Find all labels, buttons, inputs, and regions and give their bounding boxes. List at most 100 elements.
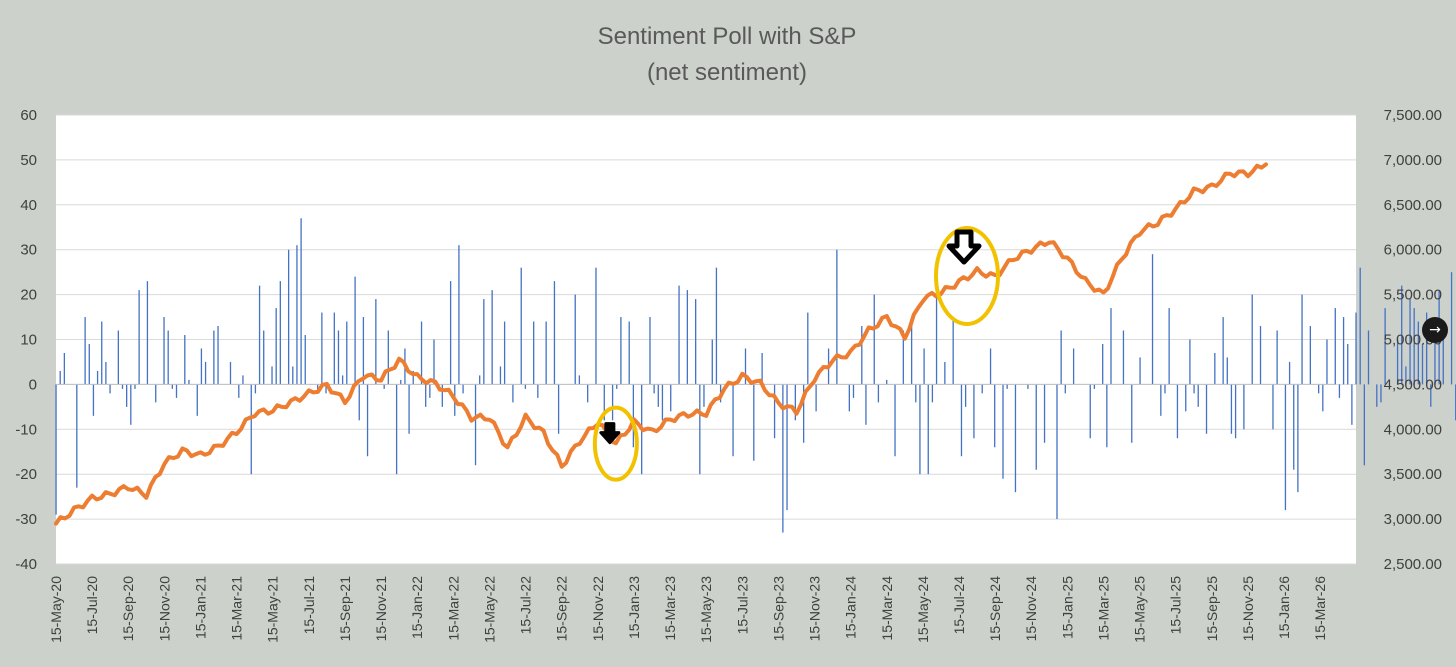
sentiment-bar <box>886 379 888 385</box>
sentiment-bar <box>204 361 207 385</box>
sentiment-bar <box>55 384 57 515</box>
sentiment-bar <box>296 245 298 385</box>
sentiment-bar <box>1089 384 1091 439</box>
sp500-line-group <box>54 162 1268 526</box>
x-tick-label: 15-Nov-24 <box>1023 576 1039 642</box>
sentiment-bar <box>919 384 921 475</box>
sentiment-bar <box>433 339 435 385</box>
sentiment-bar <box>520 267 522 385</box>
sentiment-bar <box>678 285 680 385</box>
sentiment-bar <box>852 384 855 398</box>
sentiment-bar <box>1376 384 1378 407</box>
sentiment-bar <box>1288 361 1291 385</box>
sentiment-bar <box>836 249 838 385</box>
sentiment-bar <box>1401 285 1403 385</box>
sentiment-bar <box>981 384 983 394</box>
sentiment-bar <box>1322 384 1324 412</box>
sentiment-bar <box>1326 339 1328 385</box>
sentiment-bar <box>250 384 252 475</box>
sentiment-bar <box>927 384 929 475</box>
sentiment-bar <box>915 384 917 403</box>
x-tick-label: 15-Sep-24 <box>987 576 1003 642</box>
x-tick-label: 15-Jan-25 <box>1059 576 1075 639</box>
sentiment-bar <box>354 276 356 385</box>
sentiment-bar <box>807 312 809 385</box>
sentiment-bar <box>449 281 452 385</box>
sentiment-bar <box>1409 299 1411 385</box>
sentiment-bar <box>1442 326 1444 385</box>
sentiment-bar <box>1363 384 1365 466</box>
x-tick-label: 15-May-20 <box>48 576 64 643</box>
down-arrow-icon <box>946 229 982 265</box>
sentiment-bar <box>462 384 464 394</box>
next-arrow-icon[interactable]: → <box>1422 317 1448 343</box>
sentiment-bar <box>848 384 850 412</box>
sp500-line <box>54 162 1268 526</box>
x-tick-label: 15-Sep-22 <box>554 576 570 642</box>
sentiment-bar <box>545 321 547 385</box>
x-tick-label: 15-Jan-23 <box>626 576 642 639</box>
sentiment-bar <box>1396 339 1399 385</box>
highlight-circle <box>592 405 639 482</box>
sentiment-bar <box>715 267 718 385</box>
sentiment-bar <box>910 326 913 385</box>
sentiment-bar <box>425 384 427 407</box>
x-tick-label: 15-Sep-23 <box>770 576 786 642</box>
sentiment-bar <box>973 384 975 439</box>
sentiment-bar <box>1230 384 1233 434</box>
sentiment-bar <box>1293 384 1295 470</box>
sentiment-bar <box>1164 384 1166 394</box>
x-tick-label: 15-Sep-20 <box>120 576 136 642</box>
sentiment-bar <box>196 384 198 416</box>
x-tick-label: 15-Mar-26 <box>1312 576 1328 641</box>
x-tick-label: 15-Nov-20 <box>156 576 172 642</box>
sentiment-bar <box>1421 343 1424 385</box>
sentiment-bar <box>287 249 290 385</box>
y-right-tick-label: 7,000.00 <box>1384 152 1442 169</box>
x-tick-label: 15-Jan-21 <box>192 576 208 639</box>
sentiment-bar <box>603 384 605 421</box>
x-tick-label: 15-May-22 <box>481 576 497 643</box>
sentiment-bar <box>499 366 502 385</box>
x-tick-label: 15-Jul-24 <box>951 576 967 635</box>
sentiment-bar <box>761 352 763 385</box>
sentiment-bar <box>184 335 186 385</box>
sentiment-bar <box>337 330 340 385</box>
chart-subtitle: (net sentiment) <box>647 59 807 86</box>
x-tick-label: 15-Mar-21 <box>229 576 245 641</box>
sentiment-bar <box>503 321 506 385</box>
sentiment-bar <box>1014 384 1017 493</box>
right-axis: 7,500.00 7,000.00 6,500.00 6,000.00 5,500.00… <box>1384 107 1442 573</box>
sentiment-bar <box>242 375 244 385</box>
sentiment-bar <box>578 375 581 385</box>
sentiment-bar <box>960 384 963 457</box>
y-left-tick-label: -30 <box>15 511 37 528</box>
sentiment-bar <box>126 384 128 407</box>
sentiment-bar <box>1102 343 1104 385</box>
gridlines <box>56 114 1356 565</box>
sentiment-bar <box>175 384 178 398</box>
sentiment-bar <box>782 384 784 533</box>
sentiment-bar <box>420 321 423 385</box>
left-axis: 60 50 40 30 20 10 0 -10 -20 -30 -40 <box>15 107 37 573</box>
sentiment-bar <box>1093 384 1096 389</box>
sentiment-bar <box>1226 357 1228 385</box>
sentiment-bar <box>366 384 369 457</box>
sentiment-bar <box>1417 321 1419 385</box>
x-tick-label: 15-Jul-21 <box>301 576 317 635</box>
sentiment-bar <box>1338 384 1341 398</box>
sentiment-bar <box>63 352 66 385</box>
sentiment-bar <box>1342 317 1345 385</box>
highlight-circle <box>934 226 1000 327</box>
x-tick-label: 15-May-25 <box>1132 576 1148 643</box>
sentiment-bar <box>138 290 140 385</box>
sentiment-bar <box>333 312 335 385</box>
sentiment-bar <box>1214 352 1216 385</box>
y-left-tick-label: 50 <box>20 152 37 169</box>
sentiment-bar <box>163 317 165 385</box>
sentiment-bar <box>229 361 232 385</box>
sentiment-bar <box>134 384 136 389</box>
sentiment-bar <box>865 384 867 425</box>
sentiment-bar <box>491 290 493 385</box>
x-tick-label: 15-Jan-24 <box>843 576 859 639</box>
